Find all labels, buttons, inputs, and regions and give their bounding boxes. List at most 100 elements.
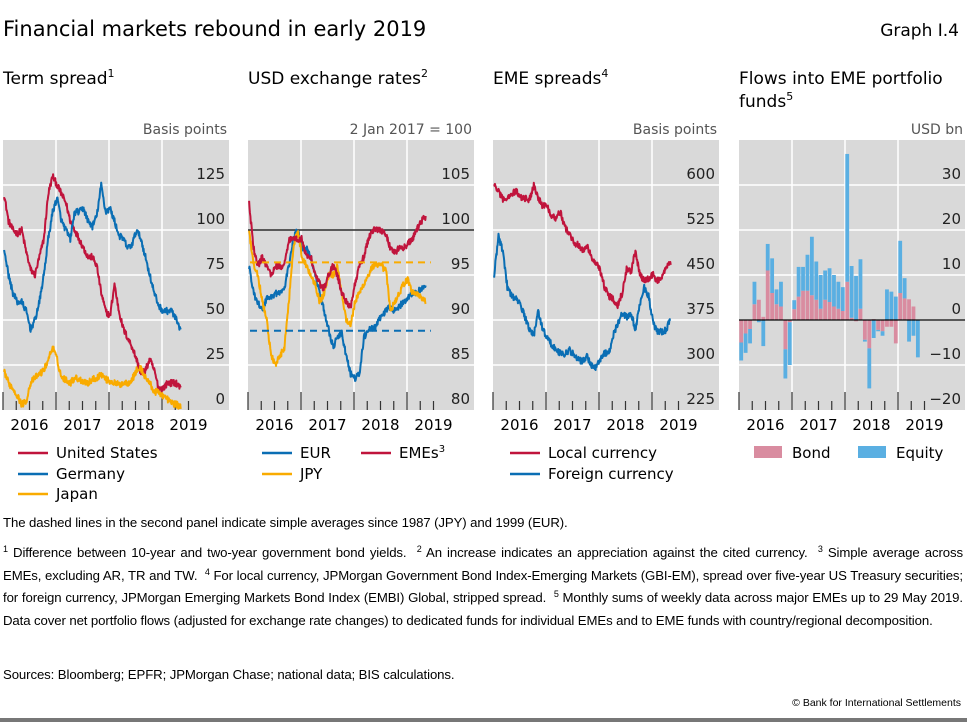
bar-equity (836, 281, 841, 309)
bar-equity (893, 296, 898, 320)
graph-title: Financial markets rebound in early 2019 (3, 17, 427, 41)
bar-equity (840, 287, 845, 311)
footnote-number: 4 (204, 566, 210, 577)
bar-equity (907, 320, 911, 342)
bar-equity (911, 320, 916, 336)
bar-bond (827, 302, 832, 320)
legend-label-text: Foreign currency (548, 465, 674, 483)
bar-bond (880, 320, 885, 332)
bar-bond (761, 316, 766, 320)
unit-label: Basis points (143, 122, 227, 138)
bar-equity (801, 266, 805, 291)
legend-swatch (858, 446, 886, 458)
bar-equity (752, 281, 757, 305)
x-tick-label: 2019 (169, 416, 207, 434)
y-tick-label: 10 (942, 255, 961, 273)
x-tick-label: 2018 (852, 416, 890, 434)
x-tick-label: 2019 (414, 416, 452, 434)
bar-equity (849, 266, 854, 318)
footnotes: 1 Difference between 10-year and two-yea… (3, 542, 963, 632)
bar-bond (752, 304, 757, 320)
bar-bond (889, 320, 894, 327)
bar-bond (787, 320, 792, 323)
legend-item: Foreign currency (510, 465, 674, 483)
bar-bond (801, 290, 805, 320)
bar-bond (814, 299, 819, 320)
y-tick-label: −20 (929, 390, 961, 408)
x-tick-label: 2016 (255, 416, 293, 434)
bar-equity (792, 300, 797, 310)
bar-bond (765, 270, 770, 320)
legend-label-text: Germany (56, 465, 125, 483)
panel-title-text: Term spread (3, 69, 108, 89)
y-tick-label: 85 (451, 345, 470, 363)
x-tick-label: 2019 (659, 416, 697, 434)
footnote-text: For local currency, JPMorgan Government … (3, 567, 963, 606)
legend-label: Japan (55, 485, 98, 503)
legend-item: Bond (754, 444, 831, 462)
bar-bond (840, 311, 845, 320)
bar-equity (818, 275, 823, 309)
legend-item: Equity (858, 444, 944, 462)
y-tick-label: 600 (686, 165, 715, 183)
bar-bond (845, 281, 850, 320)
bar-bond (832, 306, 836, 320)
footnote-number: 1 (3, 544, 8, 554)
legend-label: EUR (300, 444, 331, 462)
bar-equity (805, 254, 810, 291)
legend-label: Equity (896, 444, 944, 462)
unit-label: USD bn (911, 122, 963, 138)
series-line-eur (248, 228, 427, 382)
unit-label: 2 Jan 2017 = 100 (350, 122, 472, 138)
legend-item: EUR (262, 444, 331, 462)
legend-label-text: EUR (300, 444, 331, 462)
bar-bond (796, 296, 801, 320)
graph-number: Graph I.4 (880, 21, 959, 41)
bar-bond (739, 320, 744, 343)
bar-bond (770, 293, 775, 320)
footnote-ref: 3 (439, 444, 445, 455)
x-tick-label: 2017 (308, 416, 346, 434)
series-line-united-states (3, 173, 182, 393)
legend-item: JPY (262, 465, 323, 483)
unit-label: Basis points (633, 122, 717, 138)
series-line-germany (3, 181, 182, 333)
bar-bond (858, 308, 863, 320)
panel-title-text: USD exchange rates (248, 69, 422, 89)
bar-equity (796, 266, 801, 297)
bar-equity (748, 329, 752, 344)
bar-equity (827, 268, 832, 302)
y-tick-label: 0 (951, 300, 961, 318)
bar-bond (743, 320, 748, 334)
bar-equity (765, 243, 770, 271)
series-line-local-currency (493, 181, 672, 310)
series-line-japan (3, 345, 182, 410)
legend-item: EMEs3 (361, 444, 445, 462)
y-tick-label: 20 (942, 210, 961, 228)
bar-equity (770, 258, 775, 293)
legend-label: United States (56, 444, 158, 462)
bar-bond (823, 299, 828, 320)
bar-bond (849, 317, 854, 320)
bar-bond (836, 308, 841, 320)
series-line-emes (248, 200, 427, 309)
panel-title-eme-fund-flows: Flows into EME portfolio funds5 (739, 68, 959, 114)
y-tick-label: 375 (686, 300, 715, 318)
x-tick-label: 2017 (553, 416, 591, 434)
y-tick-label: 90 (451, 300, 470, 318)
panel-3: 225 300 375 450 525 600 Basis points 2016 2017 20… (492, 122, 719, 434)
y-tick-label: 30 (942, 165, 961, 183)
y-tick-label: 25 (206, 345, 225, 363)
footnote-text: An increase indicates an appreciation ag… (426, 545, 808, 560)
bar-equity (823, 270, 828, 300)
bar-equity (898, 240, 903, 293)
bar-equity (867, 348, 872, 389)
panel-title-text: Flows into EME portfolio funds (739, 69, 943, 112)
x-tick-label: 2018 (606, 416, 644, 434)
y-tick-label: −10 (929, 345, 961, 363)
bar-bond (907, 299, 911, 320)
y-tick-label: 450 (686, 255, 715, 273)
footnote-text: Simple average across EMEs, excluding AR… (3, 545, 963, 583)
bar-bond (867, 320, 872, 349)
